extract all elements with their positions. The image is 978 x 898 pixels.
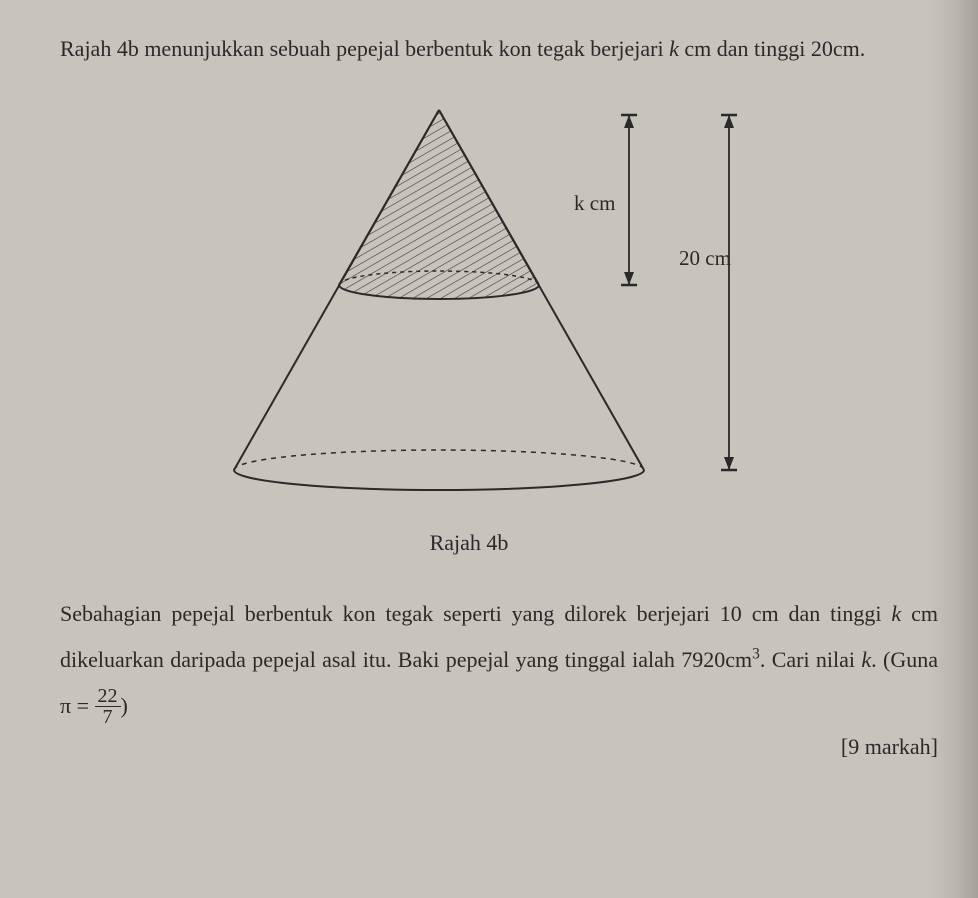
frac-num: 22 [95,686,121,707]
diagram-container: k cm 20 cm [60,90,938,520]
frac-den: 7 [95,707,121,727]
k-label-text: k cm [574,191,615,215]
intro-text-2: cm dan tinggi 20cm. [679,36,865,61]
body-sup: 3 [752,646,760,663]
intro-k-var: k [669,36,679,61]
cone-diagram: k cm 20 cm [199,90,799,500]
fraction: 227 [95,686,121,727]
diagram-caption: Rajah 4b [0,530,938,556]
body-paragraph: Sebahagian pepejal berbentuk kon tegak s… [60,591,938,730]
body-k-var-2: k [861,647,871,672]
intro-text-1: Rajah 4b menunjukkan sebuah pepejal berb… [60,36,669,61]
body-k-var: k [891,601,901,626]
body-close: ) [121,693,128,718]
intro-paragraph: Rajah 4b menunjukkan sebuah pepejal berb… [60,28,938,70]
marks-label: [9 markah] [60,734,938,760]
body-text-1: Sebahagian pepejal berbentuk kon tegak s… [60,601,891,626]
body-text-3: . Cari nilai [760,647,862,672]
h-label-text: 20 cm [679,246,731,270]
